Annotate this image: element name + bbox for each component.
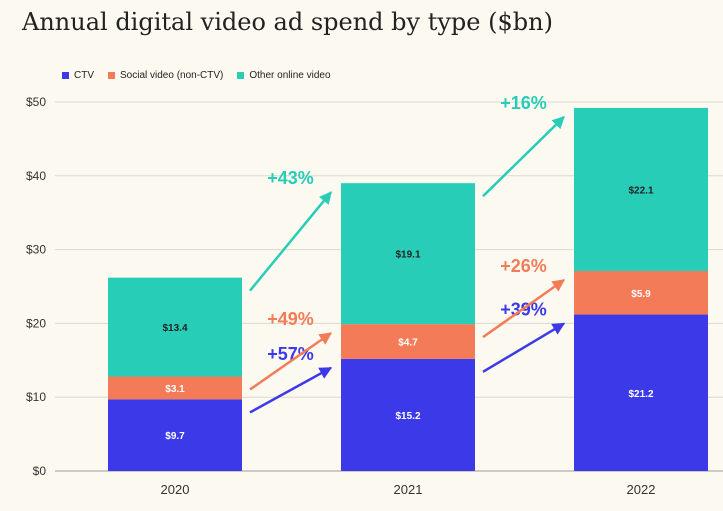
legend-item-other: Other online video: [237, 70, 331, 81]
data-label: $5.9: [631, 289, 651, 300]
y-tick-label: $50: [26, 95, 46, 109]
bar-segment: [108, 399, 242, 471]
bar-segment: [108, 277, 242, 377]
growth-label: +26%: [500, 256, 547, 276]
data-label: $15.2: [395, 411, 420, 422]
bar-segment: [108, 376, 242, 400]
growth-arrow: [249, 332, 333, 391]
legend-swatch-other: [237, 72, 245, 79]
bar-segment: [341, 324, 475, 359]
legend-item-social: Social video (non-CTV): [108, 70, 223, 81]
bar-segment: [574, 271, 708, 315]
data-label: $22.1: [628, 185, 653, 196]
data-label: $19.1: [395, 250, 420, 261]
growth-arrow: [482, 278, 566, 339]
bar-segment: [574, 107, 708, 272]
growth-label: +57%: [267, 344, 314, 364]
x-tick-label: 2021: [394, 482, 423, 497]
growth-arrow: [482, 322, 566, 373]
data-label: $4.7: [398, 337, 418, 348]
y-tick-label: $20: [26, 316, 46, 330]
bar-segment: [574, 314, 708, 471]
growth-arrow: [249, 191, 332, 292]
legend-label-ctv: CTV: [74, 70, 94, 81]
legend-swatch-ctv: [62, 72, 69, 79]
bar-segment: [341, 358, 475, 471]
legend-swatch-social: [108, 72, 115, 79]
chart-title: Annual digital video ad spend by type ($…: [22, 8, 553, 36]
y-tick-label: $0: [33, 464, 47, 478]
y-tick-label: $10: [26, 390, 46, 404]
growth-label: +43%: [267, 168, 314, 188]
x-tick-label: 2020: [161, 482, 190, 497]
data-label: $3.1: [165, 384, 185, 395]
growth-arrow: [249, 366, 333, 414]
legend-label-social: Social video (non-CTV): [120, 70, 224, 81]
data-label: $21.2: [628, 389, 653, 400]
legend: CTV Social video (non-CTV) Other online …: [62, 70, 331, 81]
growth-label: +49%: [267, 309, 314, 329]
data-label: $9.7: [165, 431, 185, 442]
legend-item-ctv: CTV: [62, 70, 94, 81]
x-tick-label: 2022: [627, 482, 656, 497]
growth-arrow: [482, 116, 565, 198]
y-tick-label: $30: [26, 243, 46, 257]
y-tick-label: $40: [26, 169, 46, 183]
data-label: $13.4: [162, 323, 187, 334]
bar-segment: [341, 183, 475, 325]
growth-label: +16%: [500, 93, 547, 113]
legend-label-other: Other online video: [249, 70, 331, 81]
